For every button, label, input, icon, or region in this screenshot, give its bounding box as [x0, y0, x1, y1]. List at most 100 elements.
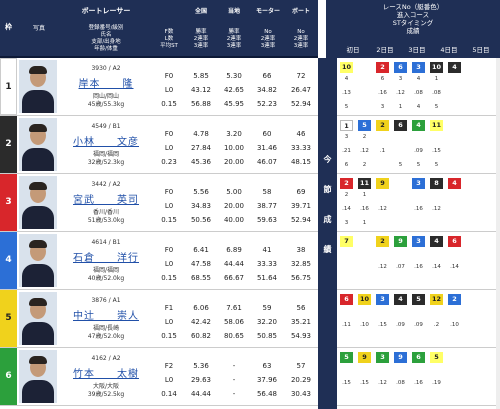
racer-name-link[interactable]: 石倉 洋行 [73, 253, 139, 264]
race-number-cell[interactable]: 9 [394, 352, 407, 363]
result-label: 成績 [406, 27, 420, 35]
loc-stat-1: 10.00 [223, 144, 245, 152]
racer-name-link[interactable]: 岸本 隆 [78, 79, 134, 90]
waku-number: 2 [0, 116, 17, 173]
motor-stat-1: 38.77 [256, 202, 278, 210]
racer-row: 1 3930 / A2 岸本 隆 岡山/岡山 45歳/55.3kg F0 L0 … [0, 58, 318, 116]
race-number-cell[interactable]: 12 [430, 294, 443, 305]
race-number-cell[interactable]: 11 [430, 120, 443, 131]
race-number-cell[interactable]: 4 [448, 178, 461, 189]
racer-row: 6 4162 / A2 竹本 太樹 大阪/大阪 39歳/52.5kg F2 L0… [0, 348, 318, 406]
day1-label: 初日 [346, 46, 360, 54]
sts-value: .08 [414, 90, 423, 96]
loc-stat-2: 66.67 [223, 274, 245, 282]
race-number-cell[interactable]: 10 [430, 62, 443, 73]
racer-name-link[interactable]: 中辻 崇人 [73, 311, 139, 322]
motor-header: モーター [255, 8, 280, 15]
nat-stat-0: 5.36 [193, 362, 209, 370]
race-number-cell[interactable]: 6 [412, 352, 425, 363]
branch-col-label: 支部/出身地 [91, 39, 121, 45]
race-number-cell[interactable]: 10 [340, 62, 353, 73]
motor-stat-2: 51.64 [256, 274, 278, 282]
race-number-cell[interactable]: 9 [376, 178, 389, 189]
race-number-cell[interactable]: 3 [376, 352, 389, 363]
motor-stat-2: 56.48 [256, 390, 278, 398]
race-number-cell[interactable]: 10 [358, 294, 371, 305]
racer-branch: 大阪/大阪 [92, 383, 120, 390]
nat-stat-0: 5.85 [193, 72, 209, 80]
side-label-char: 成 [323, 215, 332, 224]
race-number-cell[interactable]: 2 [376, 62, 389, 73]
sts-value: .09 [414, 322, 423, 328]
racer-row: 3 3442 / A2 宮武 英司 香川/香川 51歳/53.0kg F0 L0… [0, 174, 318, 232]
f-count: F0 [164, 130, 174, 138]
racer-age-weight: 45歳/55.3kg [87, 101, 125, 108]
boat-stat-0: 56 [296, 304, 306, 312]
nat-stat-1: 43.12 [190, 86, 212, 94]
race-number-cell[interactable]: 6 [394, 120, 407, 131]
racer-photo [19, 176, 57, 229]
race-number-cell[interactable]: 5 [412, 294, 425, 305]
race-number-cell[interactable]: 2 [376, 120, 389, 131]
waku-number: 1 [0, 58, 17, 115]
race-number-cell[interactable]: 3 [412, 178, 425, 189]
race-number-cell[interactable]: 6 [394, 62, 407, 73]
race-number-cell[interactable]: 7 [340, 236, 353, 247]
racer-branch: 福岡/福岡 [92, 267, 120, 274]
sts-value: .15 [360, 380, 369, 386]
nat-stat-1: 29.63 [190, 376, 212, 384]
race-number-cell[interactable]: 3 [412, 236, 425, 247]
racer-photo [19, 234, 57, 287]
race-number-cell[interactable]: 9 [358, 352, 371, 363]
ranks-value: 5 [434, 162, 439, 168]
courses-value: 6 [380, 76, 385, 82]
motor-stat-0: 60 [262, 130, 272, 138]
racer-name-link[interactable]: 竹本 太樹 [73, 369, 139, 380]
race-number-cell[interactable]: 5 [358, 120, 371, 131]
race-number-cell[interactable]: 4 [430, 236, 443, 247]
loc-stat-2: 80.65 [223, 332, 245, 340]
sts-value: .14 [342, 206, 351, 212]
nat-stat-1: 34.83 [190, 202, 212, 210]
race-number-cell[interactable]: 4 [394, 294, 407, 305]
l-count: L0 [164, 318, 174, 326]
loc-stat-0: 3.20 [226, 130, 242, 138]
racer-name-link[interactable]: 宮武 英司 [73, 195, 139, 206]
sts-value: .16 [378, 90, 387, 96]
race-number-cell[interactable]: 5 [340, 352, 353, 363]
race-number-cell[interactable]: 3 [376, 294, 389, 305]
boat-stat-2: 56.75 [290, 274, 312, 282]
result-row: 5 .15 9 .15 3 .12 9 .08 6 .16 5 .19 [337, 348, 500, 406]
race-number-cell[interactable]: 9 [394, 236, 407, 247]
sts-value: .12 [396, 90, 405, 96]
racer-row: 2 4549 / B1 小林 文彦 福岡/福岡 32歳/52.3kg F0 L0… [0, 116, 318, 174]
avg-st: 0.15 [161, 274, 177, 282]
race-number-cell[interactable]: 2 [448, 294, 461, 305]
race-number-cell[interactable]: 3 [412, 62, 425, 73]
boat-stat-2: 52.94 [290, 100, 312, 108]
racer-name-link[interactable]: 小林 文彦 [73, 137, 139, 148]
side-label-char: 績 [323, 245, 332, 254]
ranks-value: 5 [344, 104, 349, 110]
waku-number: 5 [0, 290, 17, 347]
ranks-value: 1 [362, 220, 367, 226]
race-number-cell[interactable]: 4 [448, 62, 461, 73]
race-number-cell[interactable]: 6 [448, 236, 461, 247]
f-count: F0 [164, 72, 174, 80]
race-number-cell[interactable]: 11 [358, 178, 371, 189]
race-number-cell[interactable]: 2 [376, 236, 389, 247]
sts-value: .14 [450, 264, 459, 270]
motor-stat-0: 58 [262, 188, 272, 196]
sts-value: .09 [414, 148, 423, 154]
race-number-cell[interactable]: 6 [340, 294, 353, 305]
ranks-value: 5 [416, 162, 421, 168]
nat-3ren-label: 3連率 [193, 43, 209, 49]
race-number-cell[interactable]: 1 [340, 120, 353, 131]
nat-stat-2: 45.36 [190, 158, 212, 166]
sts-value: .16 [360, 206, 369, 212]
race-number-cell[interactable]: 4 [412, 120, 425, 131]
race-number-cell[interactable]: 8 [430, 178, 443, 189]
race-number-cell[interactable]: 5 [430, 352, 443, 363]
scrollbar[interactable] [496, 58, 500, 409]
race-number-cell[interactable]: 2 [340, 178, 353, 189]
